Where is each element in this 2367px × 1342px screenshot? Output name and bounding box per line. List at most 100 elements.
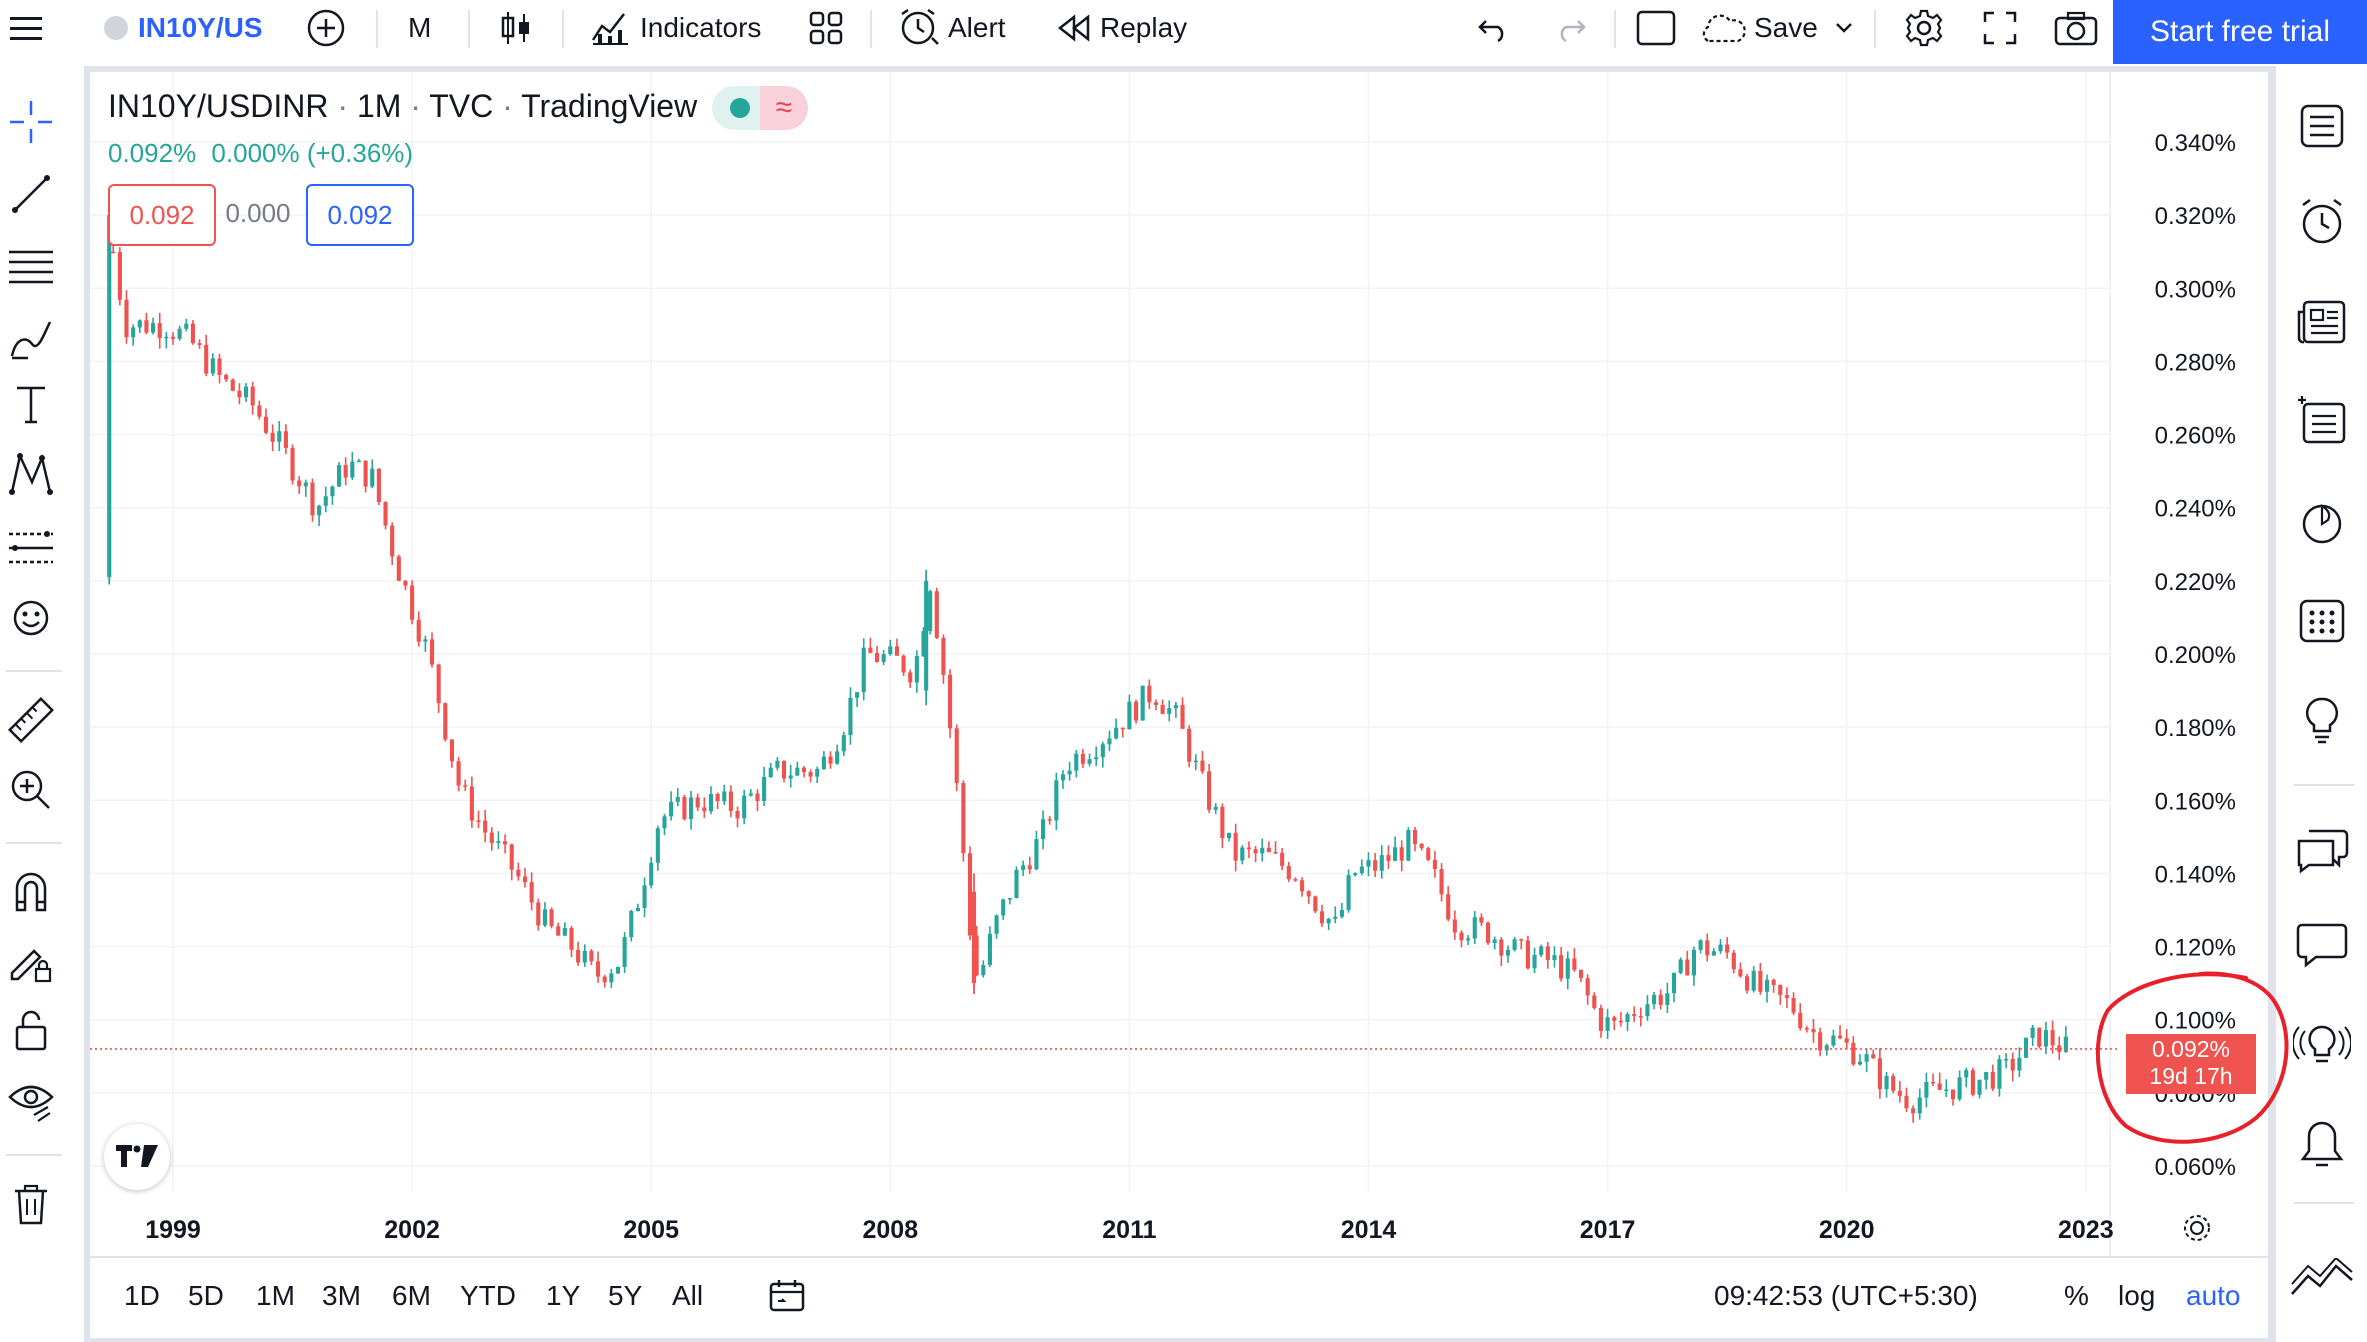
interval-button[interactable]: M bbox=[408, 12, 432, 43]
symbol-search[interactable]: IN10Y/US bbox=[104, 0, 263, 56]
lock-drawings-pencil-icon[interactable] bbox=[0, 932, 62, 992]
bottom-toolbar bbox=[90, 1256, 2268, 1338]
range-button-all[interactable]: All bbox=[672, 1280, 704, 1311]
chart-legend-title[interactable]: IN10Y/USDINR · 1M · TVC · TradingView bbox=[108, 88, 697, 125]
replay-label: Replay bbox=[1100, 12, 1188, 43]
toolbar-divider bbox=[6, 670, 62, 672]
current-price-label: 0.092% 19d 17h bbox=[2126, 1034, 2256, 1094]
symbol-flag-icon bbox=[104, 16, 128, 40]
toolbar-divider bbox=[2294, 1202, 2354, 1204]
legend-separator: · bbox=[337, 88, 349, 124]
replay-icon bbox=[1057, 14, 1090, 42]
undo-icon[interactable] bbox=[1476, 0, 1510, 56]
tradingview-logo-icon bbox=[116, 1145, 158, 1167]
hotlist-flame-icon[interactable] bbox=[2290, 490, 2354, 554]
alerts-clock-icon[interactable] bbox=[2290, 190, 2354, 254]
comment-icon[interactable] bbox=[2290, 912, 2354, 976]
templates-icon[interactable] bbox=[808, 0, 844, 56]
market-open-dot-icon bbox=[730, 98, 750, 118]
indicators-label: Indicators bbox=[640, 12, 762, 43]
legend-change-value: 0.000% (+0.36%) bbox=[211, 138, 414, 168]
current-price-value: 0.092% bbox=[2151, 1036, 2230, 1062]
legend-exchange: TradingView bbox=[521, 88, 698, 124]
save-menu-chevron-icon[interactable] bbox=[1834, 0, 1854, 56]
ideas-lightbulb-icon[interactable] bbox=[2290, 688, 2354, 752]
fullscreen-icon[interactable] bbox=[1982, 0, 2018, 56]
pattern-tool-icon[interactable] bbox=[0, 444, 62, 504]
tradingview-logo[interactable] bbox=[104, 1124, 170, 1190]
indicators-button[interactable]: Indicators bbox=[590, 0, 761, 56]
ideas-stream-icon[interactable] bbox=[2290, 1014, 2354, 1078]
auto-scale-toggle[interactable]: auto bbox=[2186, 1280, 2241, 1311]
range-button-1m[interactable]: 1M bbox=[256, 1280, 295, 1311]
crosshair-icon[interactable] bbox=[0, 92, 62, 152]
toolbar-divider bbox=[870, 10, 872, 48]
toolbar-divider bbox=[468, 10, 470, 48]
range-button-6m[interactable]: 6M bbox=[392, 1280, 431, 1311]
alert-button[interactable]: Alert bbox=[898, 0, 1006, 56]
forecast-tool-icon[interactable] bbox=[0, 518, 62, 578]
toolbar-divider bbox=[562, 10, 564, 48]
calendar-icon[interactable] bbox=[2290, 588, 2354, 652]
range-button-1y[interactable]: 1Y bbox=[546, 1280, 581, 1311]
range-button-ytd[interactable]: YTD bbox=[460, 1280, 516, 1311]
text-tool-icon[interactable] bbox=[0, 374, 62, 434]
log-scale-toggle[interactable]: log bbox=[2118, 1280, 2156, 1311]
range-button-5d[interactable]: 5D bbox=[188, 1280, 224, 1311]
menu-icon[interactable] bbox=[8, 0, 44, 56]
lock-icon[interactable] bbox=[0, 1000, 62, 1060]
eye-visibility-icon[interactable] bbox=[0, 1072, 62, 1132]
market-status-pill[interactable]: ≈ bbox=[712, 86, 808, 130]
widget-bar bbox=[2276, 66, 2367, 1342]
spread-value: 0.000 bbox=[225, 197, 291, 228]
layout-icon[interactable] bbox=[1636, 0, 1676, 56]
buy-price-button[interactable]: 0.092 bbox=[306, 184, 414, 246]
ruler-icon[interactable] bbox=[0, 690, 62, 750]
chats-icon[interactable] bbox=[2290, 818, 2354, 882]
toolbar-divider bbox=[6, 842, 62, 844]
range-button-3m[interactable]: 3M bbox=[322, 1280, 361, 1311]
notifications-bell-icon[interactable] bbox=[2290, 1112, 2354, 1176]
settings-gear-icon[interactable] bbox=[1904, 0, 1944, 56]
brush-icon[interactable] bbox=[0, 310, 62, 370]
go-to-date-calendar-icon[interactable] bbox=[768, 1272, 806, 1320]
start-free-trial-button[interactable]: Start free trial bbox=[2113, 0, 2367, 64]
save-label: Save bbox=[1754, 12, 1818, 43]
fib-retracement-icon[interactable] bbox=[0, 236, 62, 296]
percent-scale-toggle[interactable]: % bbox=[2064, 1280, 2089, 1311]
magnet-icon[interactable] bbox=[0, 862, 62, 922]
watchlist-icon[interactable] bbox=[2290, 94, 2354, 158]
chart-panel bbox=[90, 72, 2268, 1336]
range-button-1d[interactable]: 1D bbox=[124, 1280, 160, 1311]
toolbar-divider bbox=[1874, 10, 1876, 48]
candles-style-icon[interactable] bbox=[498, 0, 534, 56]
toolbar-divider bbox=[1614, 10, 1616, 48]
compare-add-icon[interactable] bbox=[306, 0, 346, 56]
legend-source: TVC bbox=[429, 88, 494, 124]
legend-interval: 1M bbox=[356, 88, 402, 124]
symbol-name: IN10Y/US bbox=[138, 12, 263, 43]
snapshot-camera-icon[interactable] bbox=[2054, 0, 2098, 56]
alert-label: Alert bbox=[948, 12, 1006, 43]
legend-values: 0.092% 0.000% (+0.36%) bbox=[108, 138, 413, 169]
wave-icon: ≈ bbox=[760, 86, 808, 130]
data-window-icon[interactable] bbox=[2290, 1246, 2354, 1310]
cloud-icon bbox=[1702, 14, 1746, 43]
save-button[interactable]: Save bbox=[1698, 0, 1818, 56]
legend-separator: · bbox=[410, 88, 421, 124]
news-icon[interactable] bbox=[2290, 290, 2354, 354]
range-button-5y[interactable]: 5Y bbox=[608, 1280, 643, 1311]
trend-line-icon[interactable] bbox=[0, 164, 62, 224]
clock-timezone[interactable]: 09:42:53 (UTC+5:30) bbox=[1714, 1280, 1978, 1311]
toolbar-divider bbox=[376, 10, 378, 48]
replay-button[interactable]: Replay bbox=[1056, 0, 1187, 56]
legend-symbol: IN10Y/USDINR bbox=[108, 88, 329, 124]
toolbar-divider bbox=[6, 1154, 62, 1156]
zoom-in-icon[interactable] bbox=[0, 760, 62, 820]
calendar-list-icon[interactable] bbox=[2290, 388, 2354, 452]
legend-separator: · bbox=[502, 88, 513, 124]
emoji-icon[interactable] bbox=[0, 588, 62, 648]
trash-icon[interactable] bbox=[0, 1174, 62, 1234]
sell-price-button[interactable]: 0.092 bbox=[108, 184, 216, 246]
redo-icon[interactable] bbox=[1554, 0, 1588, 56]
